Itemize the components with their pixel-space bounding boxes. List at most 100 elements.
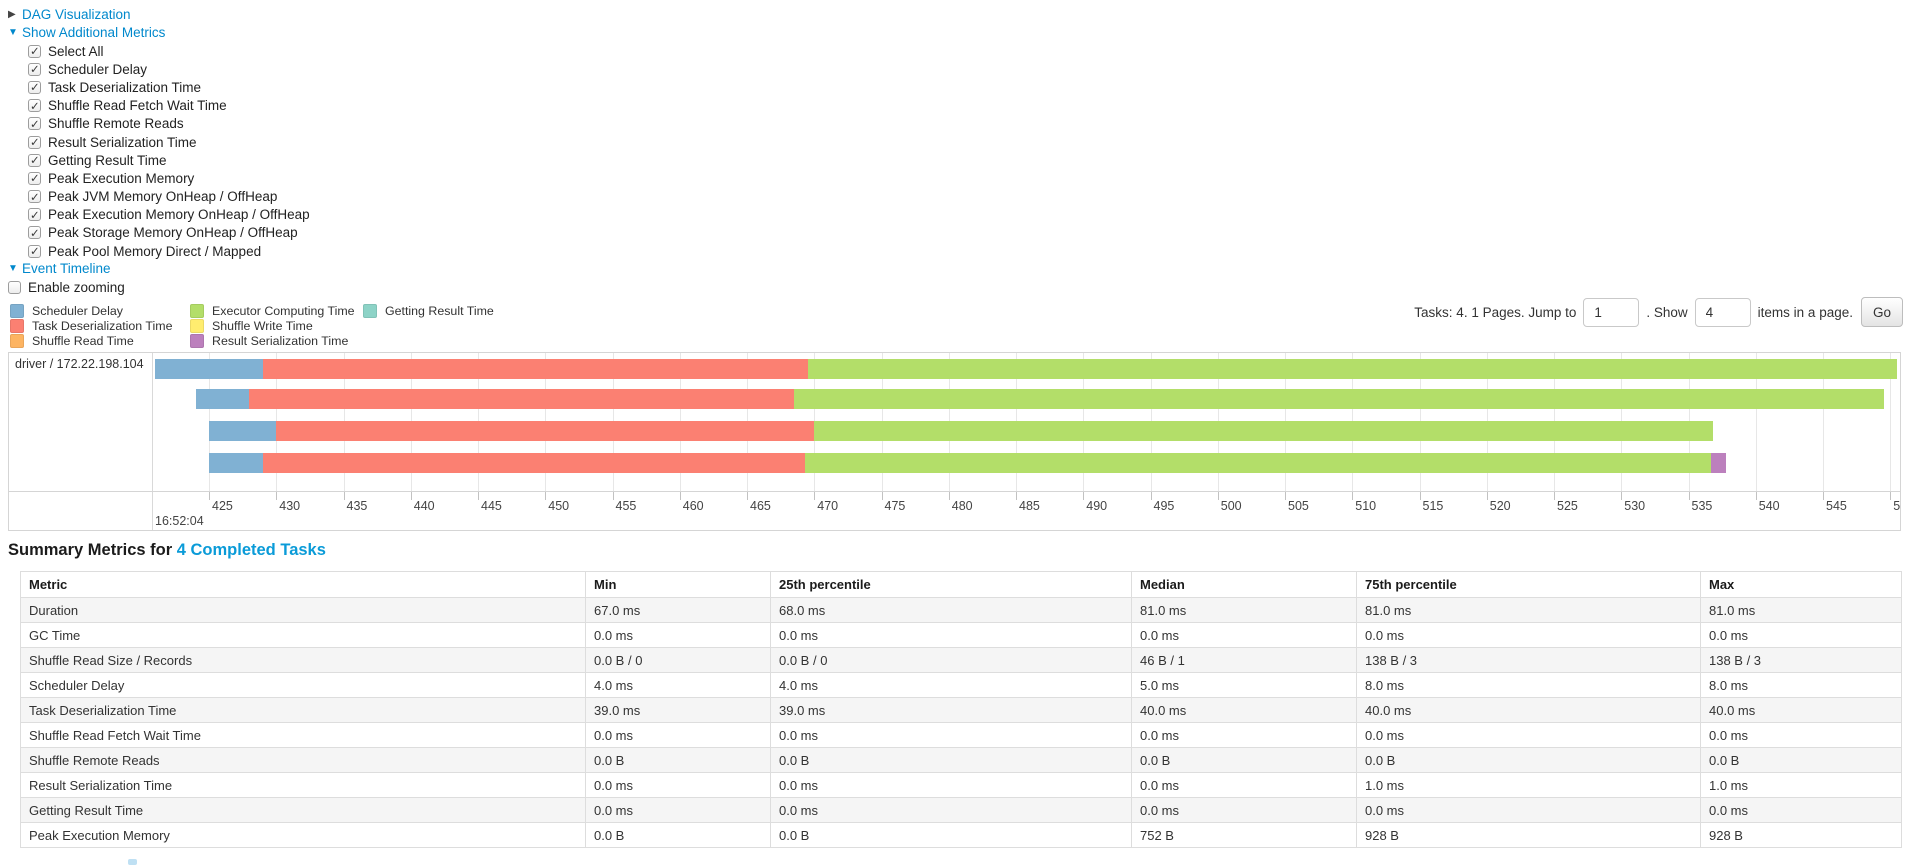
jump-to-page-input[interactable] [1583, 297, 1640, 327]
table-row-shuffle-read-size-records: Shuffle Read Size / Records 0.0 B / 0 0.0 … [20, 647, 1902, 673]
checkbox-select-all[interactable]: Select All [28, 42, 310, 60]
expand-arrow-icon: ▶ [8, 9, 16, 20]
axis-tick-label: 480 [951, 499, 973, 513]
checkbox-checked-icon[interactable] [28, 171, 41, 185]
checkbox-label: Shuffle Read Fetch Wait Time [48, 98, 227, 114]
legend-item-shuffle-read-time: Shuffle Read Time [10, 334, 190, 349]
checkbox-scheduler-delay[interactable]: Scheduler Delay [28, 60, 310, 78]
axis-tick-label: 445 [481, 499, 502, 513]
enable-zooming-label: Enable zooming [28, 279, 125, 295]
checkbox-unchecked-icon[interactable] [8, 280, 21, 294]
axis-tick-label: 455 [615, 499, 637, 513]
checkbox-peak-execution-memory[interactable]: Peak Execution Memory [28, 169, 310, 187]
dag-visualization-link[interactable]: DAG Visualization [22, 7, 131, 22]
timeline-segment-executor-computing[interactable] [794, 389, 1884, 409]
table-cell: 39.0 ms [585, 697, 771, 723]
axis-tick-label: 505 [1288, 499, 1309, 513]
timeline-segment-task-deserialization[interactable] [262, 359, 808, 379]
timeline-task-bar[interactable] [195, 389, 1884, 409]
legend-label: Executor Computing Time [212, 303, 355, 318]
axis-tick-mark [1217, 492, 1219, 500]
table-cell: 0.0 ms [1131, 772, 1357, 798]
timeline-task-bar[interactable] [209, 453, 1727, 473]
checkbox-checked-icon[interactable] [28, 226, 41, 240]
checkbox-checked-icon[interactable] [28, 80, 41, 94]
table-cell: 0.0 ms [1131, 622, 1357, 648]
show-additional-metrics-toggle[interactable]: ▼ Show Additional Metrics [8, 24, 310, 42]
checkbox-shuffle-remote-reads[interactable]: Shuffle Remote Reads [28, 115, 310, 133]
checkbox-checked-icon[interactable] [28, 190, 41, 204]
checkbox-checked-icon[interactable] [28, 44, 41, 58]
checkbox-checked-icon[interactable] [28, 99, 41, 113]
checkbox-label: Peak Execution Memory [48, 170, 195, 186]
checkbox-peak-pool-memory-direct-mapped[interactable]: Peak Pool Memory Direct / Mapped [28, 242, 310, 260]
timeline-task-bar[interactable] [155, 359, 1897, 379]
timeline-segment-scheduler-delay[interactable] [209, 453, 263, 473]
timeline-segment-task-deserialization[interactable] [276, 421, 815, 441]
checkbox-checked-icon[interactable] [28, 153, 41, 167]
table-cell: 0.0 B [1700, 747, 1902, 773]
event-timeline-chart: driver / 172.22.198.104 425 430 435 440 445 4… [8, 352, 1901, 531]
event-timeline-toggle[interactable]: ▼ Event Timeline [8, 260, 310, 278]
table-cell: 0.0 B [585, 747, 771, 773]
table-cell: 0.0 ms [1700, 622, 1902, 648]
checkbox-peak-execution-memory-onheap-offheap[interactable]: Peak Execution Memory OnHeap / OffHeap [28, 206, 310, 224]
legend-swatch-icon [190, 319, 204, 334]
checkbox-peak-jvm-memory-onheap-offheap[interactable]: Peak JVM Memory OnHeap / OffHeap [28, 188, 310, 206]
event-timeline-link[interactable]: Event Timeline [22, 261, 111, 277]
table-row-gc-time: GC Time 0.0 ms 0.0 ms 0.0 ms 0.0 ms 0.0 ms [20, 622, 1902, 648]
checkbox-result-serialization-time[interactable]: Result Serialization Time [28, 133, 310, 151]
checkbox-shuffle-read-fetch-wait-time[interactable]: Shuffle Read Fetch Wait Time [28, 97, 310, 115]
checkbox-checked-icon[interactable] [28, 244, 41, 258]
timeline-segment-executor-computing[interactable] [814, 421, 1713, 441]
table-cell: 0.0 ms [1131, 722, 1357, 748]
summary-metrics-table: Metric Min 25th percentile Median 75th perce… [20, 571, 1902, 848]
timeline-segment-scheduler-delay[interactable] [209, 421, 277, 441]
table-cell: Shuffle Read Fetch Wait Time [20, 722, 586, 748]
timeline-segment-executor-computing[interactable] [807, 359, 1897, 379]
stage-page-controls: ▶ DAG Visualization ▼ Show Additional Me… [8, 6, 310, 296]
axis-tick-label: 515 [1422, 499, 1444, 513]
axis-tick-label: 500 [1220, 499, 1242, 513]
checkbox-peak-storage-memory-onheap-offheap[interactable]: Peak Storage Memory OnHeap / OffHeap [28, 224, 310, 242]
timeline-segment-task-deserialization[interactable] [262, 453, 805, 473]
axis-tick-mark [679, 492, 681, 500]
checkbox-label: Getting Result Time [48, 152, 167, 168]
timeline-task-bar[interactable] [209, 421, 1713, 441]
axis-tick-mark [209, 492, 211, 500]
axis-tick-label: 435 [346, 499, 368, 513]
checkbox-checked-icon[interactable] [28, 117, 41, 131]
show-additional-metrics-link[interactable]: Show Additional Metrics [22, 25, 166, 40]
checkbox-checked-icon[interactable] [28, 62, 41, 76]
checkbox-getting-result-time[interactable]: Getting Result Time [28, 151, 310, 169]
timeline-segment-executor-computing[interactable] [804, 453, 1712, 473]
table-row-getting-result-time: Getting Result Time 0.0 ms 0.0 ms 0.0 ms 0.0… [20, 797, 1902, 823]
checkbox-label: Task Deserialization Time [48, 79, 202, 95]
go-button[interactable]: Go [1860, 297, 1903, 327]
table-row-duration: Duration 67.0 ms 68.0 ms 81.0 ms 81.0 ms 81.0… [20, 597, 1902, 623]
legend-item-task-deserialization-time: Task Deserialization Time [10, 318, 190, 334]
enable-zooming-option[interactable]: Enable zooming [8, 278, 310, 296]
table-cell: 0.0 ms [585, 797, 771, 823]
checkbox-checked-icon[interactable] [28, 135, 41, 149]
table-cell: 0.0 ms [770, 722, 1132, 748]
dag-visualization-toggle[interactable]: ▶ DAG Visualization [8, 6, 310, 24]
checkbox-checked-icon[interactable] [28, 208, 41, 222]
completed-tasks-link[interactable]: 4 Completed Tasks [176, 541, 326, 559]
timeline-segment-scheduler-delay[interactable] [155, 359, 263, 379]
table-cell: 138 B / 3 [1700, 647, 1902, 673]
table-cell: Duration [20, 597, 586, 623]
items-per-page-input[interactable] [1694, 297, 1751, 327]
axis-tick-label: 520 [1489, 499, 1511, 513]
axis-tick-label: 530 [1624, 499, 1646, 513]
pagination-suffix-text: items in a page. [1757, 304, 1853, 320]
checkbox-task-deserialization-time[interactable]: Task Deserialization Time [28, 78, 310, 96]
table-cell: 0.0 ms [585, 622, 771, 648]
timeline-segment-result-serialization[interactable] [1711, 453, 1727, 473]
timeline-gridline [1890, 353, 1892, 491]
timeline-segment-task-deserialization[interactable] [249, 389, 795, 409]
table-cell: Task Deserialization Time [20, 697, 586, 723]
table-cell: 81.0 ms [1700, 597, 1902, 623]
table-cell: 0.0 ms [770, 797, 1132, 823]
timeline-segment-scheduler-delay[interactable] [195, 389, 250, 409]
